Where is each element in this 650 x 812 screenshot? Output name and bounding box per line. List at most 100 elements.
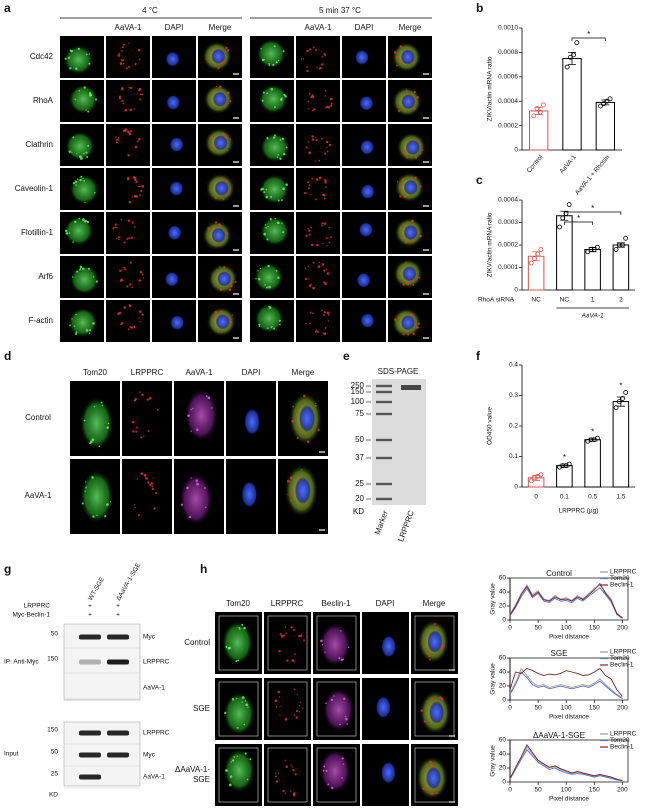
signal-dot [427,653,429,655]
signal-dot [413,90,416,94]
signal-dot [318,261,321,264]
signal-dot [139,194,142,197]
signal-dot [243,723,246,726]
signal-dot [283,634,286,637]
signal-dot [137,513,140,517]
signal-dot [315,404,317,407]
column-header: Tom20 [83,368,108,377]
micrograph [60,80,104,122]
signal-dot [278,696,281,698]
signal-dot [321,222,324,225]
signal-dot [214,196,218,199]
nucleus [244,408,261,436]
series-line [509,587,623,619]
micrograph [152,212,196,254]
signal-dot [129,325,132,329]
row-label: Flotillin-1 [21,228,54,237]
signal-dot [75,184,77,186]
nucleus [400,315,415,331]
signal-dot [225,136,228,139]
signal-dot [121,46,124,49]
signal-dot [190,477,192,479]
signal-dot [267,225,269,228]
signal-dot [315,178,319,181]
signal-dot [112,227,115,230]
signal-dot [132,430,135,433]
signal-dot [282,50,285,53]
signal-dot [321,644,324,646]
signal-dot [64,229,68,233]
nucleus [166,94,181,111]
signal-dot [404,241,408,244]
signal-dot [307,187,310,190]
micrograph [152,168,196,210]
signal-dot [330,698,334,702]
signal-dot [307,181,310,184]
signal-dot [324,181,327,184]
signal-dot [131,196,133,198]
x-tick-label: 200 [617,625,628,632]
signal-dot [326,272,330,275]
marker-band [376,497,392,501]
signal-dot [303,639,306,642]
roi-box [267,747,308,803]
signal-dot [228,192,230,194]
signal-dot [323,194,326,197]
signal-dot [136,426,139,429]
signal-dot [279,157,282,161]
micrograph [250,124,294,166]
signal-dot [296,436,299,439]
signal-dot [402,149,404,151]
y-tick-label: 0.0010 [498,25,518,32]
signal-dot [129,130,133,133]
image-background [106,256,150,298]
image-background [296,256,340,298]
micrograph [342,212,386,254]
signal-dot [93,406,96,408]
y-tick-label: 20 [499,683,507,690]
row-label: RhoA [33,96,54,105]
signal-dot [421,149,424,151]
signal-dot [229,320,233,324]
signal-dot [282,187,285,191]
column-header: LRPPRC [271,599,304,608]
row-label: Cdc42 [30,52,54,61]
image-background [106,300,150,342]
signal-dot [309,322,311,324]
x-tick-label: AaVA-1 [558,154,578,176]
signal-dot [326,311,330,315]
nucleus [211,227,226,243]
signal-dot [298,711,301,713]
marker-size: 20 [355,494,364,503]
signal-dot [412,332,415,335]
signal-dot [327,320,329,322]
signal-dot [310,283,312,285]
micrograph [278,459,328,534]
signal-dot [234,281,237,284]
nucleus [165,51,180,67]
series-line [509,744,623,782]
signal-dot [325,140,329,144]
signal-dot [210,136,213,140]
micrograph [152,300,196,342]
y-tick-label: 0.4 [509,362,518,369]
x-axis-label: Pixel distance [549,796,589,803]
micrograph [264,744,311,806]
marker-size: 25 [355,479,364,488]
signal-dot [293,661,295,663]
signal-dot [317,428,320,432]
micrograph [250,36,294,78]
nucleus [380,761,396,784]
micrograph [411,678,458,740]
signal-dot [347,646,350,648]
signal-dot [143,435,145,437]
signal-dot [268,63,270,65]
signal-dot [92,276,95,278]
signal-dot [135,180,138,184]
y-axis-label: ZIKV/actin mRNA ratio [487,212,494,277]
signal-dot [134,506,136,509]
signal-dot [284,95,287,98]
signal-dot [137,48,141,52]
unit-label: KD [49,792,58,799]
micrograph [174,459,224,534]
